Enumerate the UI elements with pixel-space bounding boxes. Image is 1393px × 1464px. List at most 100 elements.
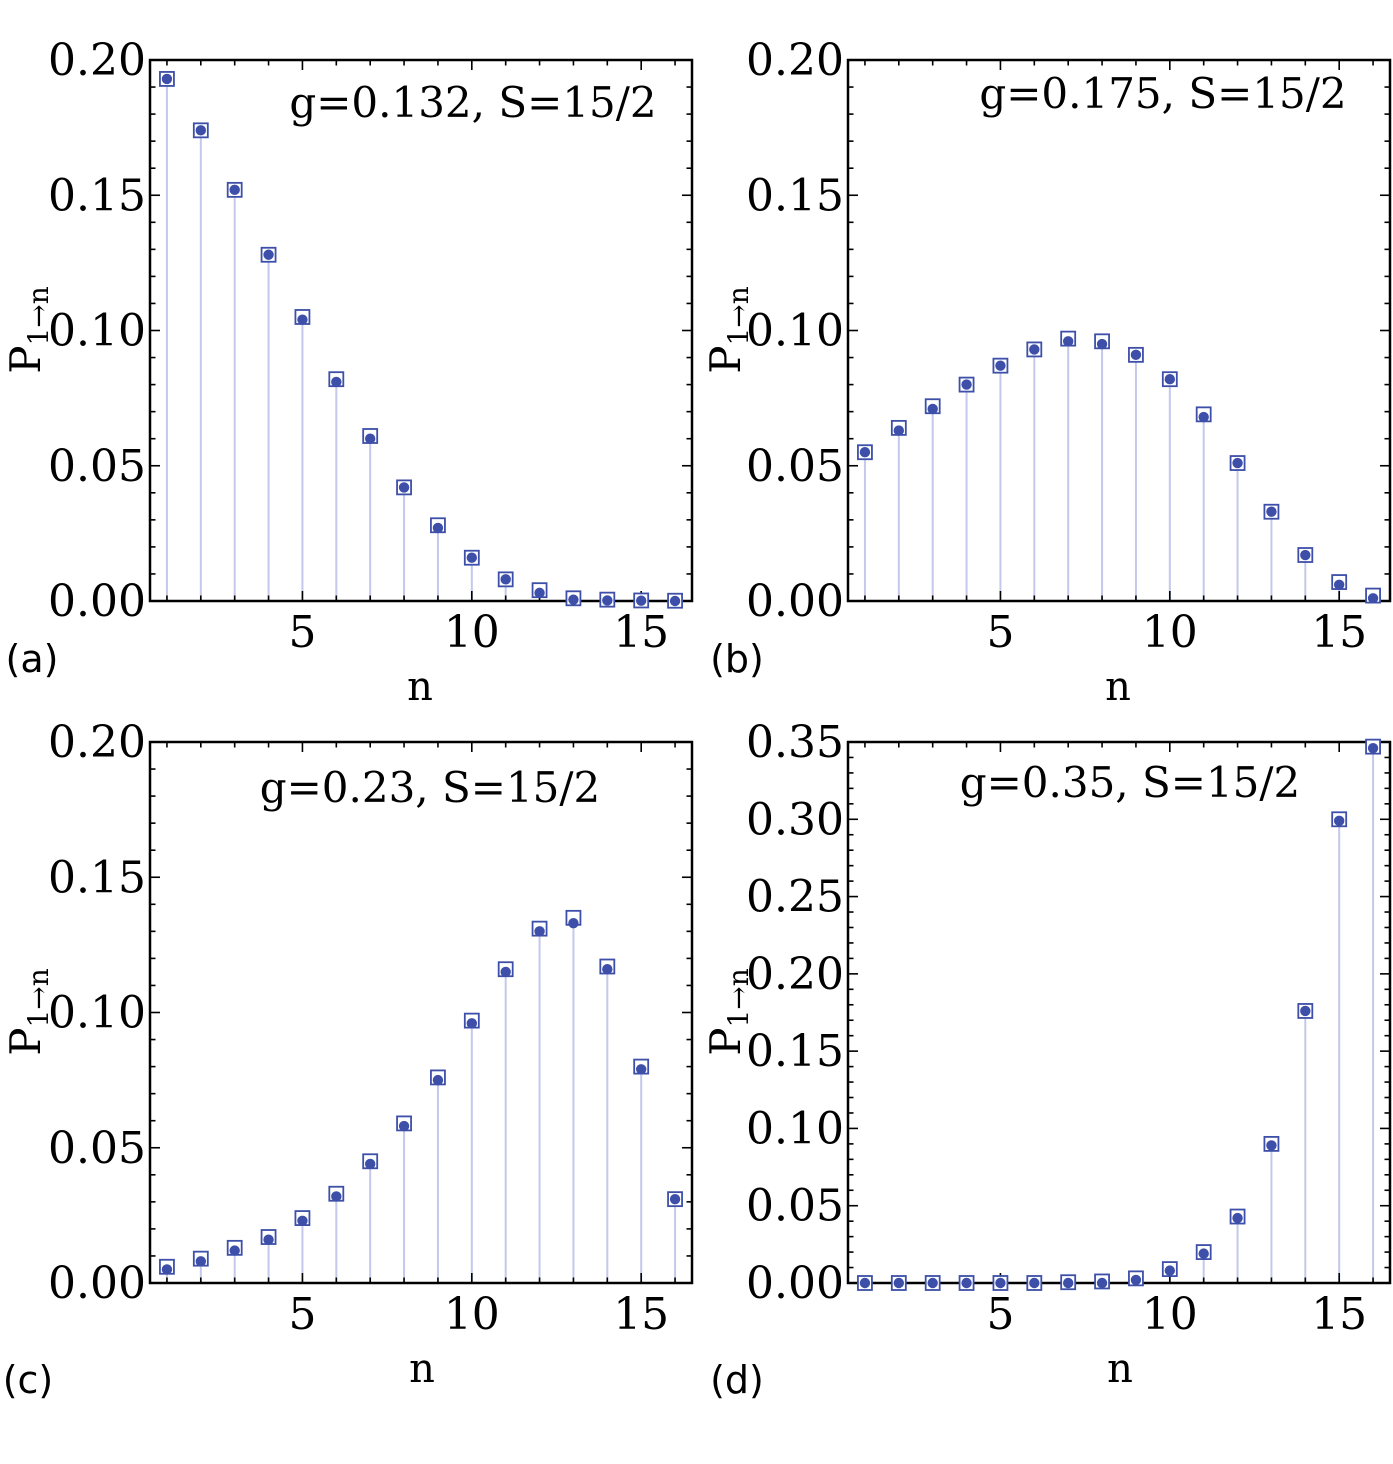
panel-a-y-tick-label-3: 0.15	[48, 170, 146, 221]
panel-c-y-tick-label-3: 0.15	[48, 852, 146, 903]
panel-b-y-axis-title: P1→n	[701, 286, 755, 374]
panel-c-x-tick-label-15: 15	[613, 1289, 669, 1340]
panel-c-dot-marker-12	[534, 926, 545, 937]
panel-a-dot-marker-13	[568, 594, 579, 605]
panel-d-x-tick-label-5: 5	[986, 1289, 1014, 1340]
panel-d-dot-marker-2	[893, 1277, 905, 1289]
panel-a-title: g=0.132, S=15/2	[289, 78, 656, 127]
panel-c-dot-marker-16	[669, 1193, 681, 1205]
panel-a-y-tick-label-1: 0.05	[48, 441, 146, 492]
panel-d-y-tick-label-4: 0.20	[746, 949, 844, 1000]
panel-d-dot-marker-3	[927, 1277, 938, 1289]
panel-b-tag: (b)	[710, 637, 764, 681]
panel-c-title: g=0.23, S=15/2	[260, 763, 601, 812]
panel-d-y-tick-label-6: 0.30	[746, 794, 844, 845]
panel-b-dot-marker-14	[1300, 549, 1311, 561]
panel-b-dot-marker-11	[1198, 411, 1209, 423]
panel-c-y-axis-title-sub: 1→n	[22, 968, 55, 1027]
panel-c-dot-marker-1	[161, 1264, 173, 1275]
panel-b-x-axis-title: n	[1105, 664, 1131, 710]
panel-c-y-tick-label-0: 0.00	[48, 1258, 146, 1309]
panel-d-y-tick-label-3: 0.15	[746, 1026, 844, 1077]
panel-b-dot-marker-12	[1232, 457, 1243, 469]
panel-c-y-tick-label-4: 0.20	[48, 717, 146, 768]
panel-d-dot-marker-13	[1266, 1140, 1277, 1151]
panel-b-y-tick-label-3: 0.15	[746, 170, 844, 221]
panel-a-dot-marker-14	[602, 595, 613, 606]
panel-d-dot-marker-16	[1367, 742, 1379, 754]
panel-c-y-axis-title-main: P	[1, 1028, 50, 1056]
panel-d-dot-marker-5	[995, 1277, 1006, 1289]
panel-c-x-tick-label-5: 5	[288, 1289, 316, 1340]
panel-c-y-tick-label-2: 0.10	[48, 988, 146, 1039]
panel-d-tag: (d)	[710, 1358, 764, 1402]
panel-b-y-axis-title-main: P	[701, 346, 750, 374]
panel-c-tag: (c)	[3, 1358, 54, 1402]
panel-b-y-tick-label-4: 0.20	[746, 35, 844, 86]
panel-b-y-tick-label-2: 0.10	[746, 306, 844, 357]
panel-d-plot-frame	[846, 740, 1392, 1285]
panel-c-dot-marker-11	[500, 966, 511, 978]
panel-b-dot-marker-2	[893, 425, 905, 436]
panel-a-y-axis-title-main: P	[1, 346, 50, 374]
panel-c-dot-marker-7	[364, 1158, 376, 1170]
panel-d-dot-marker-9	[1130, 1274, 1142, 1286]
panel-c-y-axis-title: P1→n	[1, 968, 55, 1056]
panel-a-y-tick-label-2: 0.10	[48, 306, 146, 357]
panel-a-x-tick-label-10: 10	[444, 607, 500, 658]
panel-c-dot-marker-3	[229, 1245, 240, 1256]
panel-c-y-tick-label-1: 0.05	[48, 1123, 146, 1174]
panel-c-x-axis-title: n	[409, 1346, 435, 1392]
panel-a-dot-marker-12	[534, 587, 545, 599]
panel-b-x-tick-label-5: 5	[986, 607, 1014, 658]
panel-d-x-axis-title: n	[1107, 1346, 1133, 1392]
panel-b-dot-marker-5	[995, 360, 1006, 371]
panel-d-dot-marker-6	[1029, 1277, 1040, 1289]
panel-b-dot-marker-8	[1096, 338, 1108, 350]
panel-d: g=0.35, S=15/2 (d) n P1→n 5 10 15 0.00 0.05 0…	[701, 717, 1392, 1402]
panel-c-dot-marker-9	[432, 1074, 444, 1086]
panel-a-dot-marker-6	[331, 376, 342, 388]
panel-a-tag: (a)	[6, 637, 59, 681]
panel-a-dot-marker-2	[195, 125, 207, 136]
panel-c-dot-marker-5	[297, 1215, 308, 1226]
panel-d-y-tick-label-5: 0.25	[746, 872, 844, 923]
panel-d-dot-marker-12	[1232, 1212, 1243, 1224]
panel-a-y-axis-title-sub: 1→n	[22, 286, 55, 345]
panel-a-dot-marker-15	[635, 595, 647, 606]
panel-c: g=0.23, S=15/2 (c) n P1→n 5 10 15 0.00 0.05 0…	[1, 717, 694, 1402]
panel-b-dot-marker-9	[1130, 349, 1142, 361]
panel-a-dot-marker-10	[466, 552, 478, 563]
panel-b-y-tick-label-1: 0.05	[746, 441, 844, 492]
panel-d-y-tick-label-7: 0.35	[746, 717, 844, 768]
panel-d-y-tick-label-1: 0.05	[746, 1181, 844, 1232]
panel-b-y-axis-title-sub: 1→n	[722, 286, 755, 345]
panel-b-x-tick-label-10: 10	[1142, 607, 1198, 658]
panel-a-x-tick-label-15: 15	[613, 607, 669, 658]
panel-b-y-tick-label-0: 0.00	[746, 576, 844, 627]
panel-b-dot-marker-15	[1333, 579, 1345, 590]
panel-a-dot-marker-8	[398, 482, 410, 493]
panel-b-plot-frame	[846, 58, 1392, 603]
panel-b-dot-marker-1	[859, 447, 871, 458]
panel-a-x-tick-label-5: 5	[288, 607, 316, 658]
panel-c-dot-marker-15	[635, 1064, 647, 1075]
panel-b-dot-marker-3	[927, 403, 938, 415]
panel-d-y-tick-label-0: 0.00	[746, 1258, 844, 1309]
panel-a-y-tick-label-0: 0.00	[48, 576, 146, 627]
panel-d-dot-marker-4	[961, 1277, 972, 1289]
panel-d-x-tick-label-10: 10	[1142, 1289, 1198, 1340]
panel-b-dot-marker-13	[1266, 506, 1277, 517]
panel-a-x-axis-title: n	[407, 664, 433, 710]
panel-c-dot-marker-2	[195, 1256, 207, 1267]
panel-d-dot-marker-10	[1164, 1265, 1176, 1276]
panel-a-y-axis-title: P1→n	[1, 286, 55, 374]
panel-a-dot-marker-5	[297, 314, 308, 325]
panel-c-x-tick-label-10: 10	[444, 1289, 500, 1340]
panel-a-dot-marker-16	[669, 595, 681, 607]
panel-d-y-axis-title-sub: 1→n	[722, 968, 755, 1027]
panel-b-dot-marker-4	[961, 379, 972, 390]
panel-d-x-tick-label-15: 15	[1311, 1289, 1367, 1340]
panel-b-dot-marker-6	[1029, 344, 1040, 355]
panel-d-y-axis-title: P1→n	[701, 968, 755, 1056]
